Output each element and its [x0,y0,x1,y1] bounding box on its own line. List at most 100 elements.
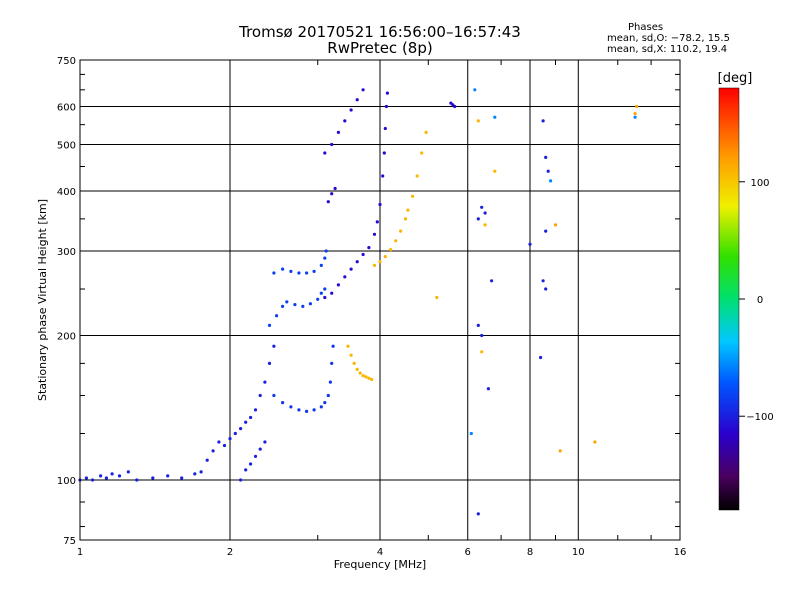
data-point [281,267,285,271]
y-axis-ticks: 75 100 200 300 400 500 600 750 [57,56,680,547]
data-point [330,192,334,196]
data-point [333,186,337,191]
data-point [435,295,439,300]
data-point [490,279,494,283]
data-point [263,380,267,384]
data-point [420,151,424,155]
data-point [117,474,122,478]
data-point [272,344,276,348]
colorbar [718,87,740,511]
colorbar-unit-label: [deg] [718,71,753,86]
y-tick-label: 75 [63,536,76,547]
data-point [330,291,334,295]
y-tick-label: 600 [57,103,76,114]
data-point [281,304,285,308]
data-point [593,440,597,444]
data-point [541,279,545,283]
data-point [84,476,88,480]
data-point [476,512,480,516]
x-tick-label: 16 [674,547,687,558]
data-point [323,287,327,291]
data-point [349,267,353,271]
data-point [544,155,548,159]
y-tick-label: 300 [57,247,76,258]
data-point [180,476,184,480]
data-point [330,361,334,365]
data-point [476,323,480,327]
colorbar-tick-label: −100 [746,412,773,423]
data-point [346,344,350,348]
data-point [361,374,365,378]
data-point [324,249,328,253]
data-point [367,246,371,250]
data-point [330,142,334,147]
data-point [166,474,170,478]
data-point [110,472,114,476]
phase-info-heading: Phases [628,22,664,33]
data-point [483,223,487,227]
data-point [493,115,497,119]
data-point [328,380,332,384]
x-axis-ticks: 1 2 4 6 8 10 16 [77,60,687,558]
data-point [249,462,253,466]
data-point [358,371,362,375]
data-point [349,353,353,357]
data-point [244,420,248,424]
data-point [323,401,327,405]
data-point [473,88,477,92]
data-point [258,393,262,398]
data-point [316,297,320,301]
data-point [211,449,215,453]
data-point [263,440,267,444]
data-point [239,478,243,482]
data-point [394,239,398,243]
data-point [305,409,309,413]
x-tick-label: 6 [465,547,471,558]
data-point [275,314,279,318]
data-point [267,361,272,365]
data-point [267,323,272,327]
y-tick-label: 750 [57,56,76,67]
data-point [336,130,340,134]
colorbar-tick-label: 100 [750,178,769,189]
data-points [78,88,639,516]
data-point [486,387,490,391]
x-tick-label: 2 [227,547,233,558]
data-point [476,119,480,123]
data-point [336,283,340,287]
chart-title-line2: RwPretec (8p) [327,39,433,57]
data-point [469,431,473,436]
data-point [493,169,497,173]
data-point [399,229,403,233]
data-point [453,104,457,109]
data-point [544,287,548,291]
data-point [281,401,285,405]
data-point [272,271,276,275]
colorbar-tick-label: 0 [757,295,763,306]
data-point [285,300,289,304]
data-point [382,151,386,155]
data-point [99,474,103,478]
chart-title-line1: Tromsø 20170521 16:56:00–16:57:43 [239,23,521,41]
data-point [635,104,639,109]
data-point [272,393,276,398]
y-tick-label: 200 [57,332,76,343]
data-point [355,98,359,102]
data-point [104,476,108,480]
data-point [476,217,480,221]
grid-lines [80,60,680,540]
data-point [91,478,95,482]
y-tick-label: 100 [57,476,76,487]
data-point [343,119,347,123]
data-point [361,252,365,257]
data-point [193,472,197,476]
data-point [633,112,637,116]
data-point [480,205,484,209]
x-tick-label: 1 [77,547,83,558]
data-point [383,255,387,259]
data-point [326,393,330,398]
x-tick-label: 8 [527,547,533,558]
data-point [415,174,419,178]
y-tick-label: 500 [57,141,76,152]
data-point [385,91,389,95]
